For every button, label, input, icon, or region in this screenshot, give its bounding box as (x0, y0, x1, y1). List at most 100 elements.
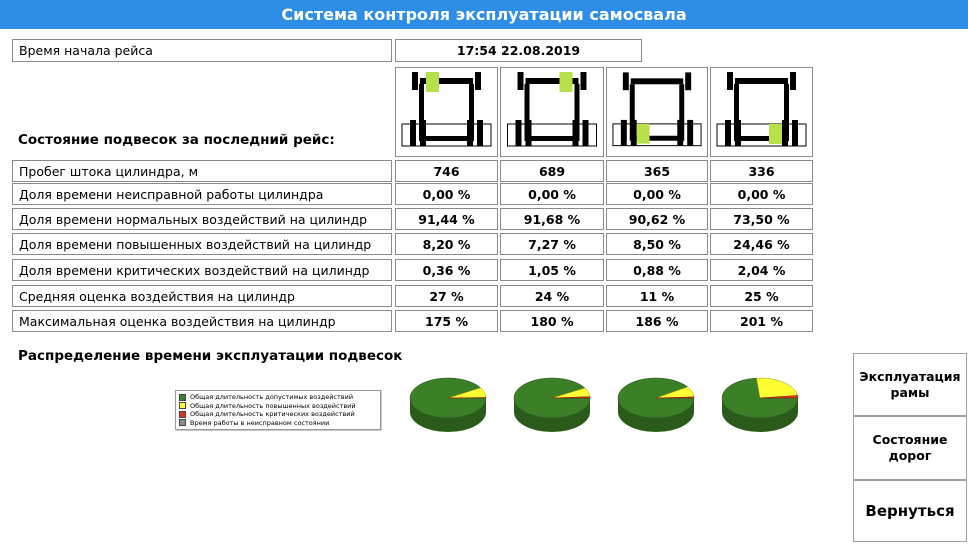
highlighted-suspension-marker (426, 72, 439, 92)
chassis-part (517, 72, 524, 90)
metric-value: 8,20 % (395, 233, 498, 255)
legend-item-critical: Общая длительность критических воздейств… (179, 410, 377, 419)
chassis-part (475, 72, 481, 90)
metric-value: 0,00 % (606, 183, 708, 205)
legend-swatch (179, 393, 186, 401)
chassis-part (622, 72, 629, 91)
suspension-image-rear-left (606, 67, 708, 157)
pie-side (514, 398, 590, 432)
chassis-part (629, 84, 635, 136)
metric-value: 365 (606, 160, 708, 182)
truck-chassis-icon (401, 72, 492, 147)
trip-start-label: Время начала рейса (12, 39, 392, 62)
button-label-line: дорог (888, 448, 932, 463)
road-condition-button[interactable]: Состояние дорог (853, 416, 967, 480)
back-button[interactable]: Вернуться (853, 480, 967, 542)
metric-label: Максимальная оценка воздействия на цилин… (12, 310, 392, 332)
chassis-part (734, 84, 739, 136)
metric-value: 746 (395, 160, 498, 182)
pie-chart-rear-left (617, 377, 695, 432)
button-label-line: Эксплуатация (859, 368, 961, 384)
metric-value: 0,00 % (395, 183, 498, 205)
chassis-part (620, 119, 627, 146)
trip-start-value: 17:54 22.08.2019 (395, 39, 642, 62)
suspension-image-front-right (500, 67, 604, 157)
legend-label: Общая длительность критических воздейств… (190, 410, 355, 419)
pie-slice (551, 396, 591, 399)
pie-side (410, 398, 486, 432)
metric-value: 1,05 % (500, 259, 604, 281)
chassis-part (784, 84, 789, 136)
legend-item-faulty: Время работы в неисправном состоянии (179, 419, 377, 428)
chassis-part (677, 119, 684, 146)
button-label-line: рамы (890, 384, 930, 400)
highlighted-suspension-marker (636, 123, 650, 144)
pie-chart-front-right (513, 377, 591, 432)
distribution-title: Распределение времени эксплуатации подве… (18, 348, 403, 364)
chassis-part (420, 120, 426, 146)
legend-item-allowed: Общая длительность допустимых воздействи… (179, 393, 377, 402)
metric-value: 180 % (500, 310, 604, 332)
chassis-part (735, 78, 788, 84)
truck-chassis-icon (716, 72, 807, 147)
metric-value: 27 % (395, 285, 498, 307)
metric-value: 73,50 % (710, 208, 813, 230)
back-button-label: Вернуться (865, 502, 955, 520)
chassis-part (782, 120, 788, 146)
metric-value: 2,04 % (710, 259, 813, 281)
chassis-part (580, 72, 587, 90)
metric-label: Пробег штока цилиндра, м (12, 160, 392, 182)
button-label-line: Состояние (872, 432, 948, 447)
metric-value: 11 % (606, 285, 708, 307)
suspension-section-title: Состояние подвесок за последний рейс: (18, 132, 335, 148)
truck-chassis-icon (507, 72, 597, 147)
button-label: Эксплуатация рамы (859, 369, 960, 401)
pie-slice (655, 396, 695, 399)
chassis-part (401, 123, 492, 147)
metric-value: 336 (710, 160, 813, 182)
legend-swatch (179, 402, 186, 410)
pie-slice (759, 395, 799, 399)
frame-operation-button[interactable]: Эксплуатация рамы (853, 353, 967, 416)
legend-label: Общая длительность повышенных воздействи… (190, 401, 356, 410)
chassis-part (525, 78, 579, 84)
chassis-part (727, 72, 733, 90)
legend-label: Время работы в неисправном состоянии (190, 418, 330, 427)
chassis-part (574, 84, 580, 136)
chassis-part (525, 120, 532, 146)
highlighted-suspension-marker (559, 72, 573, 92)
metric-label: Доля времени нормальных воздействий на ц… (12, 208, 392, 230)
pie-side (722, 398, 798, 432)
legend-swatch (179, 410, 186, 418)
suspension-image-front-left (395, 67, 498, 157)
chassis-part (410, 120, 416, 146)
chassis-part (412, 72, 418, 90)
chassis-part (685, 72, 692, 91)
chassis-part (572, 120, 579, 146)
pie-chart-rear-right (721, 377, 799, 432)
chassis-part (630, 78, 684, 85)
metric-value: 90,62 % (606, 208, 708, 230)
chassis-part (477, 120, 483, 146)
chassis-part (792, 120, 798, 146)
chassis-part (725, 120, 731, 146)
metric-label: Средняя оценка воздействия на цилиндр (12, 285, 392, 307)
chassis-part (515, 120, 522, 146)
metric-value: 0,88 % (606, 259, 708, 281)
chassis-part (420, 78, 473, 84)
button-label: Состояние дорог (873, 432, 948, 464)
metric-value: 175 % (395, 310, 498, 332)
chassis-part (524, 136, 580, 141)
chassis-part (734, 136, 789, 141)
metric-value: 7,27 % (500, 233, 604, 255)
metric-value: 25 % (710, 285, 813, 307)
metric-value: 689 (500, 160, 604, 182)
app-title: Система контроля эксплуатации самосвала (281, 5, 687, 24)
chassis-part (467, 120, 473, 146)
suspension-image-rear-right (710, 67, 813, 157)
chassis-part (679, 84, 685, 136)
chassis-part (524, 84, 530, 136)
chassis-part (629, 135, 685, 141)
metric-value: 24 % (500, 285, 604, 307)
legend-label: Общая длительность допустимых воздействи… (190, 393, 354, 402)
